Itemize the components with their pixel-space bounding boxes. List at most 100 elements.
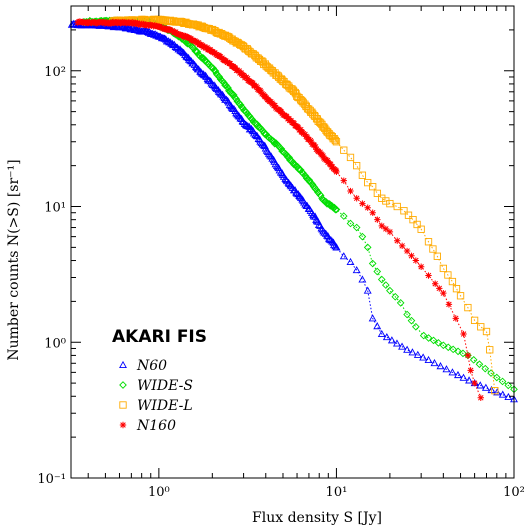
data-point: [391, 292, 400, 301]
data-point: [134, 19, 141, 27]
data-point: [359, 200, 366, 207]
data-point: [346, 219, 355, 228]
data-point: [273, 105, 281, 113]
data-point: [486, 346, 494, 354]
data-point: [133, 26, 142, 34]
data-point: [452, 285, 461, 293]
data-point: [378, 222, 385, 230]
data-point: [327, 161, 334, 168]
data-point: [487, 369, 495, 377]
data-point: [214, 29, 222, 37]
plot-frame: [70, 5, 515, 479]
data-point: [319, 152, 327, 160]
y-tick-label: 10²: [44, 65, 66, 80]
data-point: [481, 383, 490, 391]
data-point: [448, 277, 457, 286]
data-point: [403, 345, 412, 353]
data-point: [408, 252, 415, 259]
data-point: [469, 355, 478, 364]
data-point: [309, 110, 317, 118]
data-point: [444, 343, 453, 352]
data-point: [413, 350, 422, 358]
data-point: [460, 330, 467, 338]
data-point: [373, 322, 382, 330]
data-point: [374, 216, 381, 223]
data-point: [498, 377, 507, 386]
data-point: [413, 220, 421, 229]
data-point: [236, 101, 245, 109]
data-point: [419, 353, 428, 361]
data-point: [386, 199, 394, 208]
data-point: [234, 67, 241, 74]
data-point: [396, 299, 405, 307]
data-point: [358, 232, 367, 241]
data-point: [346, 153, 355, 162]
data-point: [332, 138, 341, 146]
data-point: [394, 237, 401, 244]
data-point: [464, 352, 472, 359]
data-point: [373, 189, 382, 198]
data-point: [403, 310, 411, 319]
data-point: [300, 130, 307, 137]
data-point: [294, 124, 302, 131]
data-point: [386, 286, 394, 295]
data-point: [144, 28, 153, 36]
series-wide-l: [109, 15, 499, 395]
data-point: [212, 84, 221, 92]
data-point: [271, 102, 279, 109]
legend-label-n60: N60: [136, 358, 167, 374]
data-point: [249, 79, 257, 87]
data-point: [404, 211, 413, 219]
data-point: [368, 259, 377, 268]
data-point: [238, 69, 245, 77]
data-point: [339, 212, 348, 220]
data-point: [302, 102, 311, 111]
legend-marker-wide-s: [119, 381, 127, 389]
data-point: [369, 183, 377, 191]
data-point: [434, 339, 443, 347]
data-point: [291, 88, 299, 97]
x-tick-label: 10⁰: [148, 485, 170, 500]
data-point: [439, 341, 448, 350]
data-point: [307, 138, 315, 146]
data-point: [339, 252, 348, 260]
data-point: [331, 136, 340, 145]
data-point: [309, 141, 316, 148]
data-point: [364, 204, 371, 211]
data-point: [368, 314, 377, 322]
data-point: [211, 67, 220, 75]
data-point: [222, 95, 231, 103]
data-point: [278, 76, 286, 84]
data-point: [332, 205, 341, 214]
data-point: [432, 280, 439, 287]
data-point: [464, 303, 472, 312]
data-point: [477, 394, 484, 401]
data-point: [358, 171, 367, 179]
x-tick-label: 10¹: [326, 485, 348, 500]
data-point: [459, 349, 467, 358]
data-point: [456, 292, 465, 300]
data-point: [249, 129, 258, 137]
axis-layer: 10⁰ 10¹ 10² 10⁻¹ 10⁰ 10¹ 10²: [37, 5, 525, 500]
data-point: [378, 194, 386, 202]
data-point: [493, 388, 502, 396]
data-point: [382, 333, 391, 341]
data-point: [407, 316, 416, 325]
data-point: [340, 146, 348, 154]
data-point: [281, 150, 290, 158]
data-point: [424, 334, 433, 342]
data-point: [358, 275, 367, 283]
data-point: [224, 84, 232, 92]
y-tick-label: 10⁰: [44, 336, 66, 351]
data-point: [251, 130, 260, 138]
data-point: [481, 364, 490, 373]
data-point: [470, 316, 479, 325]
data-point: [277, 145, 286, 153]
y-tick-label: 10⁻¹: [37, 472, 66, 487]
data-point: [312, 185, 321, 194]
data-point: [398, 342, 406, 350]
data-point: [417, 225, 425, 233]
data-point: [314, 220, 323, 229]
data-point: [504, 381, 513, 390]
data-point: [377, 275, 386, 284]
